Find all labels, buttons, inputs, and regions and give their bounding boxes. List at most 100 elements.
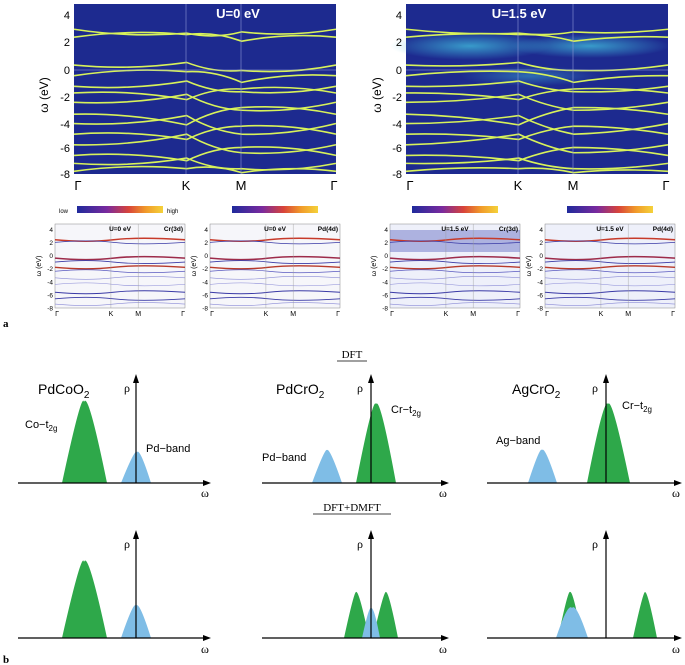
band-curve [389, 240, 521, 245]
big-plot-u0: U=0 eV ω (eV) 4 2 0 -2 -4 -6 -8 Γ K M Γ [37, 4, 338, 193]
band-curve [209, 290, 341, 295]
band-curve [389, 296, 521, 301]
band-curve [389, 302, 521, 306]
y-tick: -4 [47, 279, 53, 286]
y-tick: 4 [64, 10, 70, 22]
band-curve [405, 87, 669, 101]
band-curve [209, 255, 341, 261]
band-curve [544, 302, 676, 306]
y-tick: 0 [64, 65, 70, 77]
x-tick: Γ [671, 311, 675, 318]
panel-b-dos-schematics: DFT DFT+DMFT ρ ω PdCoO2 Co−t2g Pd−band ρ… [3, 349, 682, 665]
small-plot-orbital-label: Cr(3d) [499, 226, 518, 233]
band-curve [73, 31, 337, 43]
small-plot-4: U=1.5 eV Pd(4d)ω (eV)420-2-4-6-8Γ K M Γ [526, 206, 676, 318]
y-tick: -4 [60, 119, 70, 131]
x-tick: M [470, 311, 476, 318]
t2g-label: Co−t2g [25, 419, 57, 433]
y-tick: 4 [384, 227, 388, 234]
band-curve [544, 255, 676, 261]
y-tick: -8 [202, 306, 208, 313]
band-curve [73, 124, 337, 141]
band-curve [73, 80, 337, 94]
band-curve [405, 80, 669, 93]
x-tick: K [599, 311, 604, 318]
omega-label: ω [439, 486, 447, 500]
band-curve [54, 296, 186, 301]
cr-t2g-peak [356, 403, 396, 483]
small-plot-u-label: U=1.5 eV [441, 226, 469, 233]
rho-label: ρ [357, 537, 363, 551]
y-tick: -2 [47, 266, 53, 273]
x-tick: K [109, 311, 114, 318]
y-axis-label: ω (eV) [37, 77, 51, 112]
band-label: Pd−band [146, 443, 190, 455]
omega-label: ω [439, 642, 447, 656]
band-curve [209, 276, 341, 280]
band-curve [389, 290, 521, 295]
y-tick: 2 [396, 37, 402, 49]
y-tick: 4 [204, 227, 208, 234]
colorbar [412, 206, 498, 213]
y-tick: -6 [382, 292, 388, 299]
shaded-region [390, 230, 520, 252]
y-tick: 0 [384, 253, 388, 260]
rho-label: ρ [592, 537, 598, 551]
band-curve [73, 86, 337, 101]
x-tick: M [290, 311, 296, 318]
y-tick: 2 [49, 240, 53, 247]
y-tick: -6 [392, 143, 402, 155]
y-tick: 4 [396, 10, 402, 22]
dmft-pdcoo2: ρ ω [18, 530, 211, 656]
small-plot-3: U=1.5 eV Cr(3d)ω (eV)420-2-4-6-8Γ K M Γ [371, 206, 521, 318]
band-lines [405, 28, 669, 174]
y-tick: -4 [392, 119, 402, 131]
x-tick: Γ [516, 311, 520, 318]
colorbar [567, 206, 653, 213]
colorbar-high-label: high [167, 209, 178, 215]
band-curve [54, 265, 186, 270]
band-curve [389, 255, 521, 261]
x-tick: M [568, 178, 579, 193]
y-tick: -2 [382, 266, 388, 273]
band-curve [209, 240, 341, 245]
x-tick: Γ [662, 178, 669, 193]
t2g-label: Cr−t2g [622, 400, 652, 414]
band-curve [209, 296, 341, 301]
rho-label: ρ [124, 537, 130, 551]
small-plot-u-label: U=0 eV [109, 226, 132, 233]
band-curve [389, 276, 521, 280]
omega-label: ω [672, 486, 680, 500]
t2g-label: Cr−t2g [391, 404, 421, 418]
y-tick: -8 [60, 169, 70, 181]
x-tick: Γ [74, 178, 81, 193]
band-curve [73, 165, 337, 174]
band-curve [54, 290, 186, 295]
dmft-agcro2: ρ ω [487, 530, 682, 656]
panel-a-band-structures: U=0 eV ω (eV) 4 2 0 -2 -4 -6 -8 Γ K M Γ … [3, 4, 676, 330]
band-curve [405, 70, 669, 84]
y-axis-label: ω (eV) [36, 256, 43, 277]
band-curve [389, 260, 521, 264]
band-curve [544, 296, 676, 301]
band-label: Ag−band [496, 435, 540, 447]
small-plot-u-label: U=1.5 eV [596, 226, 624, 233]
y-tick: -2 [392, 92, 402, 104]
y-tick: -4 [202, 279, 208, 286]
band-curve [405, 146, 669, 162]
y-tick: -4 [382, 279, 388, 286]
band-curve [389, 282, 521, 287]
band-lines [73, 28, 337, 174]
band-curve [544, 260, 676, 264]
x-tick: M [135, 311, 141, 318]
y-tick: 0 [204, 253, 208, 260]
y-tick: 4 [539, 227, 543, 234]
x-tick: Γ [390, 311, 394, 318]
y-tick: 0 [539, 253, 543, 260]
small-plot-orbital-label: Pd(4d) [318, 226, 338, 233]
y-axis-label: ω (eV) [371, 256, 378, 277]
band-curve [544, 240, 676, 245]
dmft-heading: DFT+DMFT [323, 502, 381, 514]
ag-band-peak [556, 607, 588, 638]
